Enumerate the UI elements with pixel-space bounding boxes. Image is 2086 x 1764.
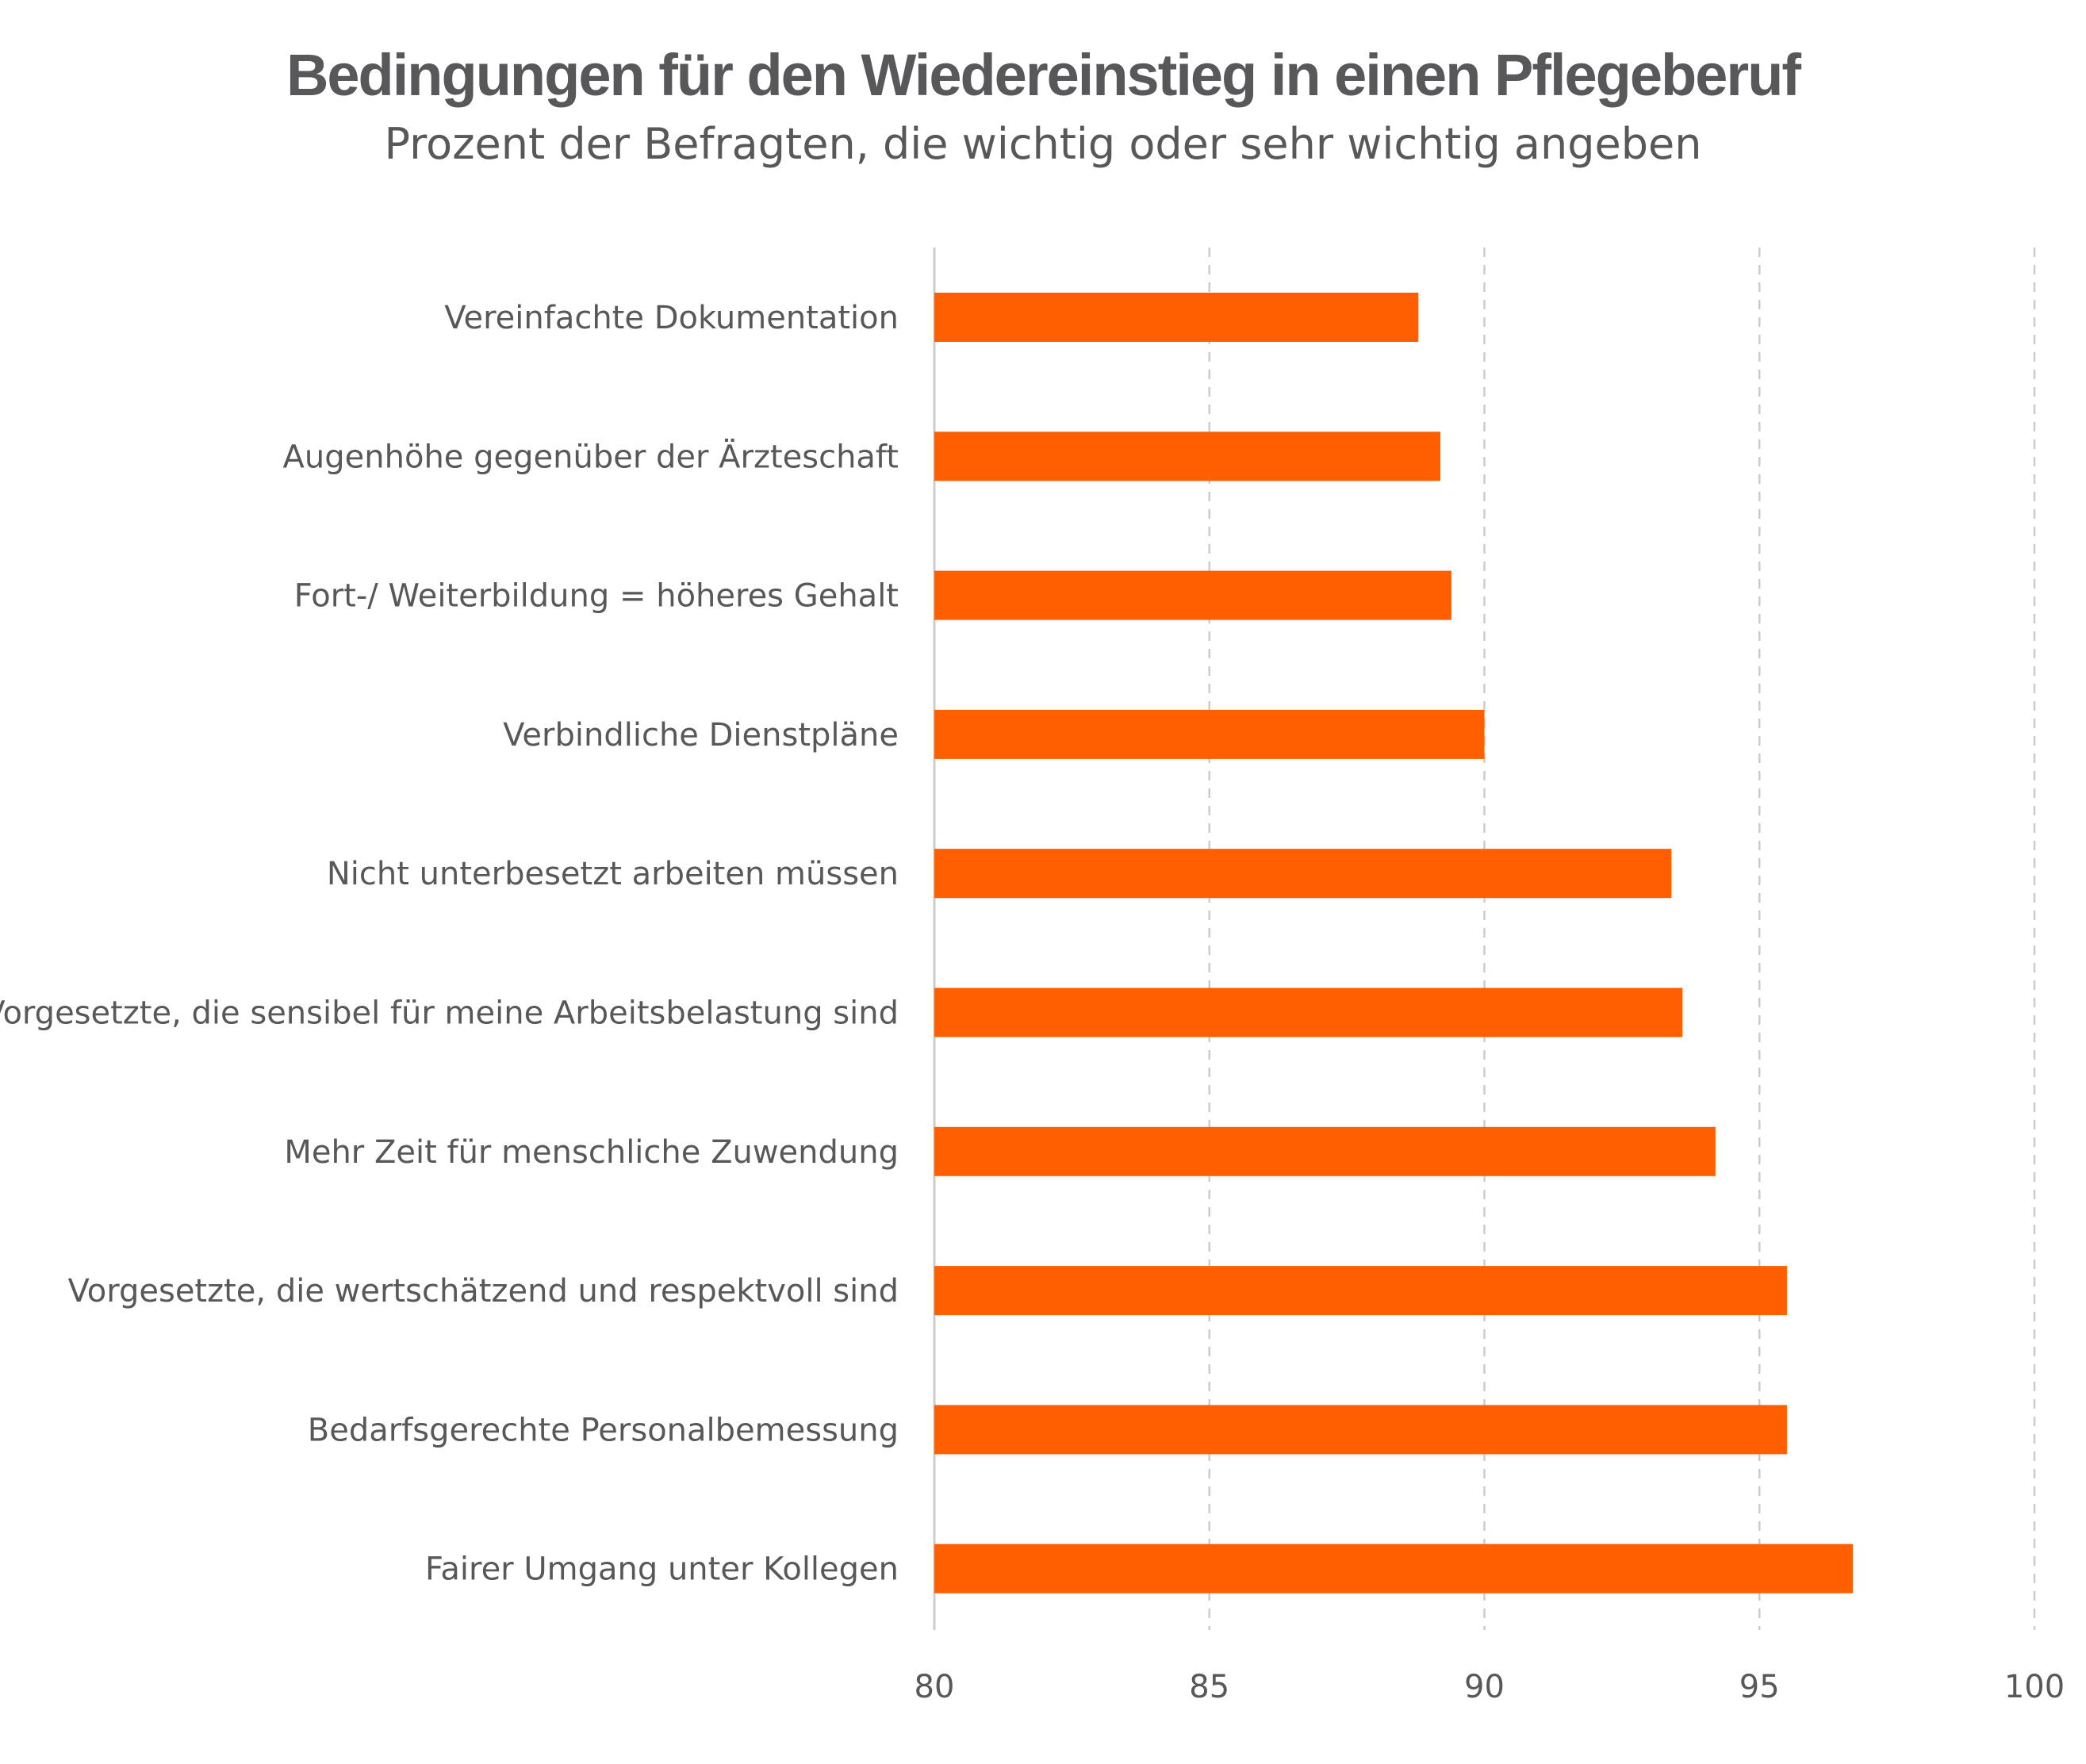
bar — [934, 1266, 1787, 1316]
x-tick-label: 90 — [1464, 1669, 1505, 1705]
category-label: Vorgesetzte, die sensibel für meine Arbe… — [0, 995, 899, 1032]
bar — [934, 709, 1485, 759]
category-label: Vereinfachte Dokumentation — [444, 300, 899, 336]
category-labels: Vereinfachte Dokumentation Augenhöhe gege… — [0, 300, 899, 1588]
category-label: Fairer Umgang unter Kollegen — [425, 1551, 899, 1588]
x-tick-label: 95 — [1739, 1669, 1780, 1705]
chart-subtitle: Prozent der Befragten, die wichtig oder … — [384, 119, 1702, 169]
chart-title: Bedingungen für den Wiedereinstieg in ei… — [286, 42, 1801, 108]
bar — [934, 293, 1419, 342]
bar — [934, 1544, 1854, 1593]
category-label: Vorgesetzte, die wertschätzend und respe… — [68, 1273, 899, 1310]
category-label: Augenhöhe gegenüber der Ärzteschaft — [283, 437, 899, 475]
x-tick-label: 80 — [915, 1669, 955, 1705]
category-label: Nicht unterbesetzt arbeiten müssen — [327, 856, 899, 892]
bars — [934, 293, 1854, 1593]
category-label: Fort-/ Weiterbildung = höheres Gehalt — [294, 578, 899, 615]
x-tick-label: 85 — [1189, 1669, 1229, 1705]
bar — [934, 570, 1451, 620]
bar — [934, 1405, 1787, 1455]
bar — [934, 987, 1683, 1037]
x-axis-tick-labels: 80 85 90 95 100 — [915, 1669, 2065, 1705]
bar — [934, 849, 1672, 899]
bar — [934, 1126, 1716, 1176]
category-label: Bedarfsgerechte Personalbemessung — [308, 1412, 899, 1448]
category-label: Verbindliche Dienstpläne — [503, 717, 899, 754]
x-tick-label: 100 — [2004, 1669, 2065, 1705]
category-label: Mehr Zeit für menschliche Zuwendung — [284, 1134, 899, 1171]
bar — [934, 431, 1441, 481]
